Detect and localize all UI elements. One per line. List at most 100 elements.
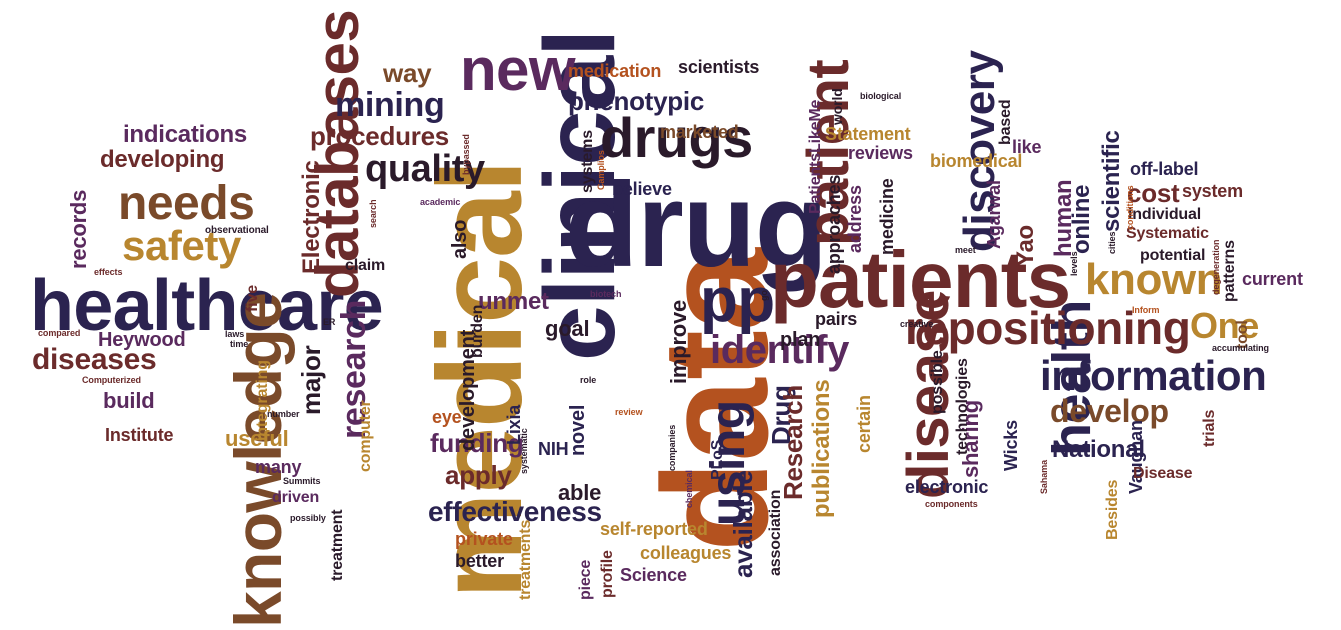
word-er: ER	[323, 317, 336, 327]
word-healthcare: healthcare	[30, 266, 384, 346]
word-unmet: unmet	[478, 288, 549, 315]
word-chemical: chemical	[684, 470, 694, 508]
word-useful: useful	[225, 426, 289, 451]
word-goal: goal	[545, 316, 590, 341]
word-degeneration: degeneration	[1211, 239, 1221, 295]
word-pairs: pairs	[815, 309, 858, 329]
word-effects: effects	[94, 267, 123, 277]
word-national: National	[1052, 436, 1145, 463]
word-role: role	[580, 375, 597, 385]
word-treatments: treatments	[517, 519, 534, 600]
word-mining: mining	[335, 86, 445, 124]
word-plos: PLoS	[709, 439, 726, 480]
word-plan: plan	[780, 329, 821, 351]
word-one: One	[1190, 305, 1259, 346]
word-conditions: conditions	[1125, 185, 1135, 230]
word-components: components	[925, 499, 978, 509]
word-patients: patients	[770, 235, 1071, 324]
word-patterns: patterns	[1221, 240, 1238, 302]
word-camplios: Camplios	[596, 150, 606, 190]
word-believe: believe	[612, 179, 672, 199]
word-research: Research	[778, 385, 808, 500]
word-science: Science	[620, 565, 687, 585]
word-approaches: approaches	[824, 174, 844, 274]
word-meet: meet	[955, 245, 976, 255]
word-biotech: biotech	[590, 289, 622, 299]
word-integrating: integrating	[254, 360, 271, 441]
word-possible: possible	[929, 350, 946, 414]
word-statement: Statement	[825, 124, 911, 144]
word-publications: publications	[808, 379, 835, 518]
word-able: able	[558, 480, 602, 505]
word-indications: indications	[123, 121, 248, 148]
word-scientific: scientific	[1098, 130, 1125, 232]
word-nih: NIH	[538, 439, 569, 459]
word-summits: Summits	[283, 476, 321, 486]
word-build: build	[103, 388, 155, 413]
word-possibly: possibly	[290, 513, 326, 523]
word-known: known	[1085, 255, 1223, 304]
word-companies: companies	[667, 424, 677, 471]
word-creative: creative	[900, 319, 934, 329]
word-driven: driven	[272, 489, 320, 506]
word-cost: cost	[1127, 178, 1180, 208]
word-apply: apply	[445, 460, 512, 490]
word-computer: computer	[357, 400, 374, 472]
word-biological: biological	[860, 91, 902, 101]
word-based: based	[997, 99, 1014, 145]
word-disease: Disease	[1133, 465, 1193, 482]
word-pp: pp	[700, 266, 775, 335]
word-profile: profile	[599, 550, 616, 598]
word-identify: identify	[710, 328, 850, 372]
word-piece: piece	[577, 559, 594, 600]
word-self-reported: self-reported	[600, 519, 708, 539]
word-time: time	[230, 339, 249, 349]
word-private: private	[455, 529, 513, 549]
word-world: world	[829, 88, 845, 125]
word-certain: certain	[854, 395, 874, 453]
word-reviews: reviews	[848, 143, 913, 163]
word-quality: quality	[365, 148, 485, 190]
word-drugs: drugs	[600, 106, 753, 169]
word-needs: needs	[118, 177, 255, 230]
word-go: go	[759, 290, 769, 301]
word-bypassed: bypassed	[461, 134, 471, 175]
word-scientists: scientists	[678, 57, 760, 77]
word-academic: academic	[420, 197, 461, 207]
word-systematic: systematic	[519, 428, 529, 474]
word-potential: potential	[1140, 247, 1206, 264]
word-five: five	[244, 285, 261, 312]
word-online: online	[1068, 184, 1095, 254]
word-individual: individual	[1128, 206, 1202, 223]
word-patientslikeme: PatientsLikeMe	[807, 99, 824, 214]
word-burden: burden	[469, 304, 486, 358]
word-association: association	[767, 489, 784, 576]
word-inform: Inform	[1132, 305, 1160, 315]
word-yao: Yao	[1012, 225, 1039, 267]
word-compared: compared	[38, 328, 81, 338]
word-major: major	[296, 345, 326, 415]
word-heywood: Heywood	[98, 329, 186, 351]
word-drug: drug	[565, 158, 828, 292]
word-systems: systems	[579, 130, 596, 193]
word-current: current	[1242, 269, 1303, 289]
word-treatment: treatment	[329, 509, 346, 581]
word-agarwal: Agarwal	[984, 180, 1004, 249]
word-laws: laws	[225, 329, 245, 339]
word-improve: improve	[666, 299, 691, 384]
word-repositioning: repositioning	[905, 302, 1191, 354]
word-developing: developing	[100, 146, 225, 173]
word-biomedical: biomedical	[930, 151, 1023, 171]
word-procedures: procedures	[310, 121, 450, 151]
word-novel: novel	[567, 404, 589, 456]
word-accumulating: accumulating	[1212, 343, 1269, 353]
word-trials: trials	[1201, 409, 1218, 447]
word-levels: levels	[1069, 251, 1079, 276]
word-develop: develop	[1050, 393, 1169, 429]
word-computerized: Computerized	[82, 375, 141, 385]
word-technologies: technologies	[954, 358, 971, 455]
word-records: records	[66, 189, 91, 269]
word-effectiveness: effectiveness	[428, 496, 602, 527]
word-claim: claim	[345, 257, 386, 274]
